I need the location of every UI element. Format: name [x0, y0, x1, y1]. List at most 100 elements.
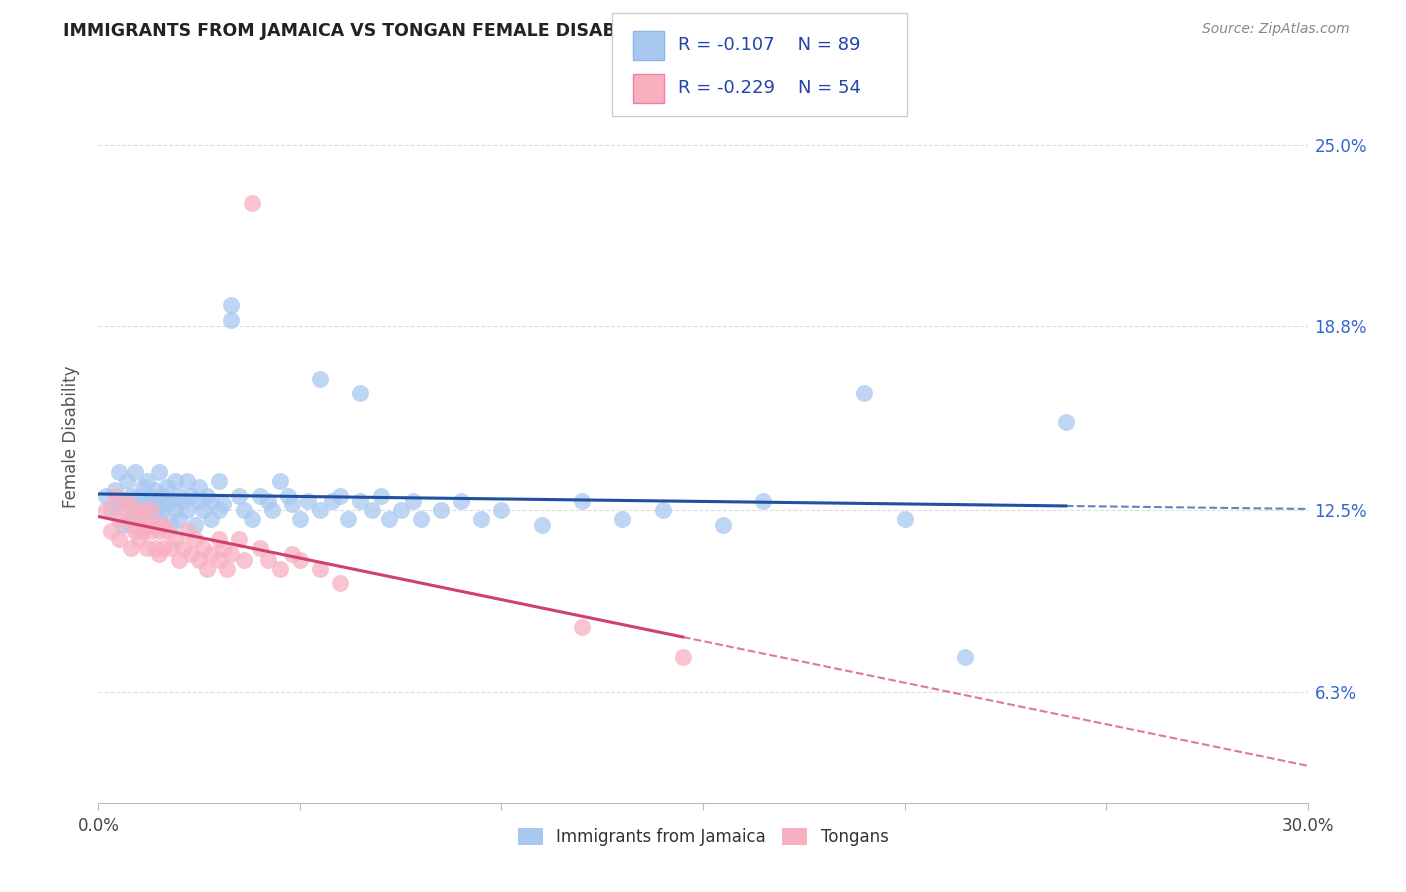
- Point: [430, 503, 453, 517]
- Point: [208, 474, 231, 488]
- Point: [321, 494, 343, 508]
- Point: [249, 541, 271, 556]
- Point: [571, 494, 593, 508]
- Point: [195, 562, 218, 576]
- Point: [309, 371, 332, 385]
- Point: [143, 483, 166, 497]
- Point: [370, 489, 392, 503]
- Point: [107, 465, 129, 479]
- Point: [349, 386, 371, 401]
- Point: [180, 489, 202, 503]
- Point: [228, 489, 250, 503]
- Point: [281, 547, 304, 561]
- Point: [120, 541, 142, 556]
- Point: [277, 489, 299, 503]
- Point: [212, 497, 235, 511]
- Point: [672, 649, 695, 664]
- Point: [115, 497, 138, 511]
- Point: [100, 503, 122, 517]
- Point: [188, 494, 211, 508]
- Point: [232, 553, 254, 567]
- Point: [139, 503, 162, 517]
- Point: [132, 494, 155, 508]
- Point: [288, 553, 311, 567]
- Point: [120, 489, 142, 503]
- Point: [389, 503, 412, 517]
- Point: [402, 494, 425, 508]
- Point: [111, 517, 134, 532]
- Point: [103, 483, 125, 497]
- Point: [124, 503, 146, 517]
- Point: [143, 503, 166, 517]
- Point: [135, 474, 157, 488]
- Point: [132, 503, 155, 517]
- Point: [135, 497, 157, 511]
- Point: [124, 465, 146, 479]
- Point: [193, 541, 215, 556]
- Point: [571, 620, 593, 634]
- Point: [200, 512, 222, 526]
- Point: [491, 503, 513, 517]
- Point: [256, 494, 278, 508]
- Point: [152, 541, 174, 556]
- Point: [139, 524, 162, 538]
- Point: [163, 533, 186, 547]
- Point: [163, 474, 186, 488]
- Point: [752, 494, 775, 508]
- Point: [124, 524, 146, 538]
- Point: [208, 503, 231, 517]
- Point: [139, 517, 162, 532]
- Point: [132, 480, 155, 494]
- Point: [217, 562, 239, 576]
- Point: [128, 533, 150, 547]
- Point: [167, 512, 190, 526]
- Point: [193, 503, 215, 517]
- Point: [228, 533, 250, 547]
- Point: [450, 494, 472, 508]
- Point: [160, 541, 183, 556]
- Text: Source: ZipAtlas.com: Source: ZipAtlas.com: [1202, 22, 1350, 37]
- Point: [107, 533, 129, 547]
- Legend: Immigrants from Jamaica, Tongans: Immigrants from Jamaica, Tongans: [510, 822, 896, 853]
- Point: [232, 503, 254, 517]
- Point: [269, 562, 291, 576]
- Point: [176, 503, 198, 517]
- Point: [111, 503, 134, 517]
- Point: [200, 547, 222, 561]
- Point: [115, 474, 138, 488]
- Point: [188, 553, 211, 567]
- Point: [176, 474, 198, 488]
- Point: [160, 494, 183, 508]
- Point: [156, 480, 179, 494]
- Point: [172, 494, 194, 508]
- Point: [135, 541, 157, 556]
- Point: [240, 512, 263, 526]
- Point: [167, 489, 190, 503]
- Point: [163, 503, 186, 517]
- Text: R = -0.107    N = 89: R = -0.107 N = 89: [678, 37, 860, 54]
- Point: [470, 512, 492, 526]
- Point: [200, 494, 222, 508]
- Text: IMMIGRANTS FROM JAMAICA VS TONGAN FEMALE DISABILITY CORRELATION CHART: IMMIGRANTS FROM JAMAICA VS TONGAN FEMALE…: [63, 22, 879, 40]
- Point: [96, 503, 118, 517]
- Point: [297, 494, 319, 508]
- Point: [172, 541, 194, 556]
- Point: [853, 386, 876, 401]
- Point: [120, 517, 142, 532]
- Point: [409, 512, 432, 526]
- Point: [249, 489, 271, 503]
- Point: [139, 489, 162, 503]
- Point: [377, 512, 399, 526]
- Point: [184, 517, 207, 532]
- Point: [195, 489, 218, 503]
- Point: [148, 512, 170, 526]
- Point: [188, 480, 211, 494]
- Point: [309, 562, 332, 576]
- Point: [135, 517, 157, 532]
- Point: [221, 313, 243, 327]
- Point: [176, 524, 198, 538]
- Point: [96, 489, 118, 503]
- Point: [309, 503, 332, 517]
- Point: [124, 503, 146, 517]
- Point: [329, 489, 352, 503]
